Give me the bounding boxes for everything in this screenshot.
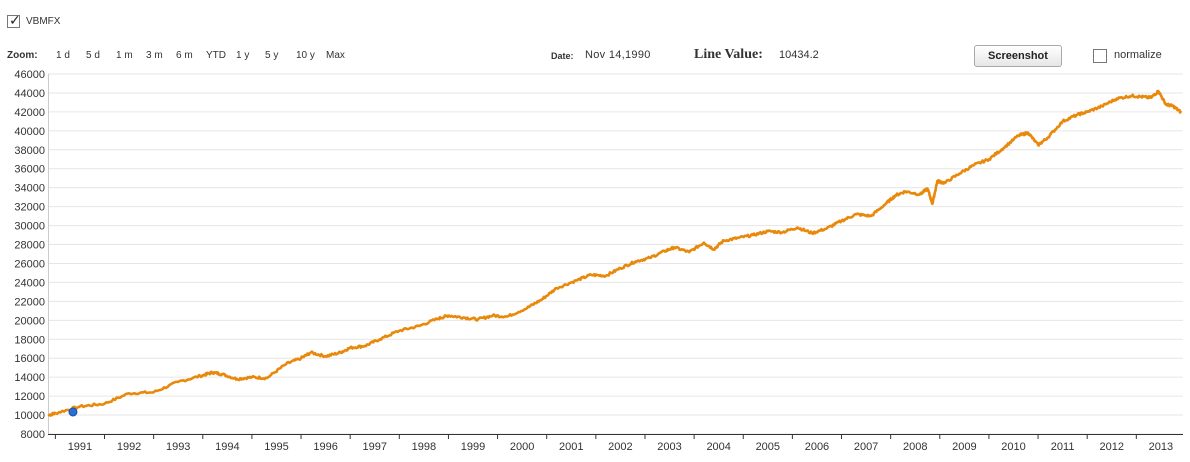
zoom-5d-button[interactable]: 5 d <box>86 50 100 61</box>
x-tick-label: 2008 <box>903 441 927 453</box>
x-tick-label: 2009 <box>952 441 976 453</box>
zoom-3m-button[interactable]: 3 m <box>146 50 163 61</box>
y-tick-label: 16000 <box>14 353 45 365</box>
zoom-label: Zoom: <box>7 50 38 61</box>
grid-layer <box>48 73 1183 435</box>
axis-layer: 8000 10000 12000 14000 16000 18000 20000 22000 2… <box>14 69 1183 453</box>
x-tick-label: 2011 <box>1051 441 1075 453</box>
x-tick-label: 2004 <box>706 441 730 453</box>
y-tick-label: 34000 <box>14 183 45 195</box>
x-tick-label: 2010 <box>1001 441 1025 453</box>
date-value: Nov 14,1990 <box>585 49 651 61</box>
zoom-1m-button[interactable]: 1 m <box>116 50 133 61</box>
date-label: Date: <box>551 51 574 61</box>
zoom-10y-button[interactable]: 10 y <box>296 50 315 61</box>
y-tick-label: 40000 <box>14 126 45 138</box>
x-tick-label: 2012 <box>1100 441 1124 453</box>
x-tick-label: 2003 <box>657 441 681 453</box>
y-tick-label: 22000 <box>14 296 45 308</box>
x-tick-label: 2005 <box>756 441 780 453</box>
marker-layer <box>68 407 78 417</box>
y-tick-label: 10000 <box>14 410 45 422</box>
y-tick-label: 36000 <box>14 164 45 176</box>
x-tick-label: 2001 <box>559 441 583 453</box>
zoom-1y-button[interactable]: 1 y <box>236 50 250 61</box>
normalize-checkbox[interactable] <box>1093 49 1107 63</box>
y-tick-label: 38000 <box>14 145 45 157</box>
zoom-1d-button[interactable]: 1 d <box>56 50 70 61</box>
y-tick-label: 32000 <box>14 202 45 214</box>
x-tick-label: 1992 <box>117 441 141 453</box>
y-tick-label: 24000 <box>14 277 45 289</box>
y-tick-label: 44000 <box>14 88 45 100</box>
x-tick-label: 1991 <box>68 441 92 453</box>
y-tick-label: 30000 <box>14 221 45 233</box>
x-tick-label: 1995 <box>264 441 288 453</box>
series-layer <box>47 89 1182 417</box>
zoom-max-button[interactable]: Max <box>326 50 345 61</box>
y-tick-label: 26000 <box>14 258 45 270</box>
x-tick-label: 1996 <box>313 441 337 453</box>
line-value-label: Line Value: <box>694 47 763 62</box>
x-tick-label: 2006 <box>805 441 829 453</box>
x-tick-label: 1997 <box>363 441 387 453</box>
hover-marker <box>68 407 78 417</box>
y-tick-label: 18000 <box>14 334 45 346</box>
x-tick-label: 1998 <box>412 441 436 453</box>
x-tick-label: 2002 <box>608 441 632 453</box>
y-tick-label: 46000 <box>14 69 45 81</box>
checkmark-icon: ✓ <box>9 12 21 28</box>
x-tick-label: 2007 <box>854 441 878 453</box>
line-value: 10434.2 <box>779 49 819 61</box>
y-tick-label: 12000 <box>14 391 45 403</box>
y-tick-label: 20000 <box>14 315 45 327</box>
y-tick-label: 14000 <box>14 372 45 384</box>
series-label: VBMFX <box>26 16 61 27</box>
x-tick-label: 1994 <box>215 441 239 453</box>
series-checkbox[interactable]: ✓ <box>7 12 21 28</box>
x-tick-label: 2013 <box>1149 441 1173 453</box>
x-tick-label: 1993 <box>166 441 190 453</box>
series-line-0 <box>47 89 1182 417</box>
x-tick-label: 2000 <box>510 441 534 453</box>
y-tick-label: 8000 <box>21 429 45 441</box>
zoom-5y-button[interactable]: 5 y <box>265 50 279 61</box>
zoom-ytd-button[interactable]: YTD <box>206 50 226 61</box>
screenshot-button[interactable]: Screenshot <box>974 45 1062 67</box>
x-tick-label: 1999 <box>461 441 485 453</box>
normalize-label: normalize <box>1114 49 1162 61</box>
y-tick-label: 42000 <box>14 107 45 119</box>
y-tick-label: 28000 <box>14 240 45 252</box>
zoom-6m-button[interactable]: 6 m <box>176 50 193 61</box>
